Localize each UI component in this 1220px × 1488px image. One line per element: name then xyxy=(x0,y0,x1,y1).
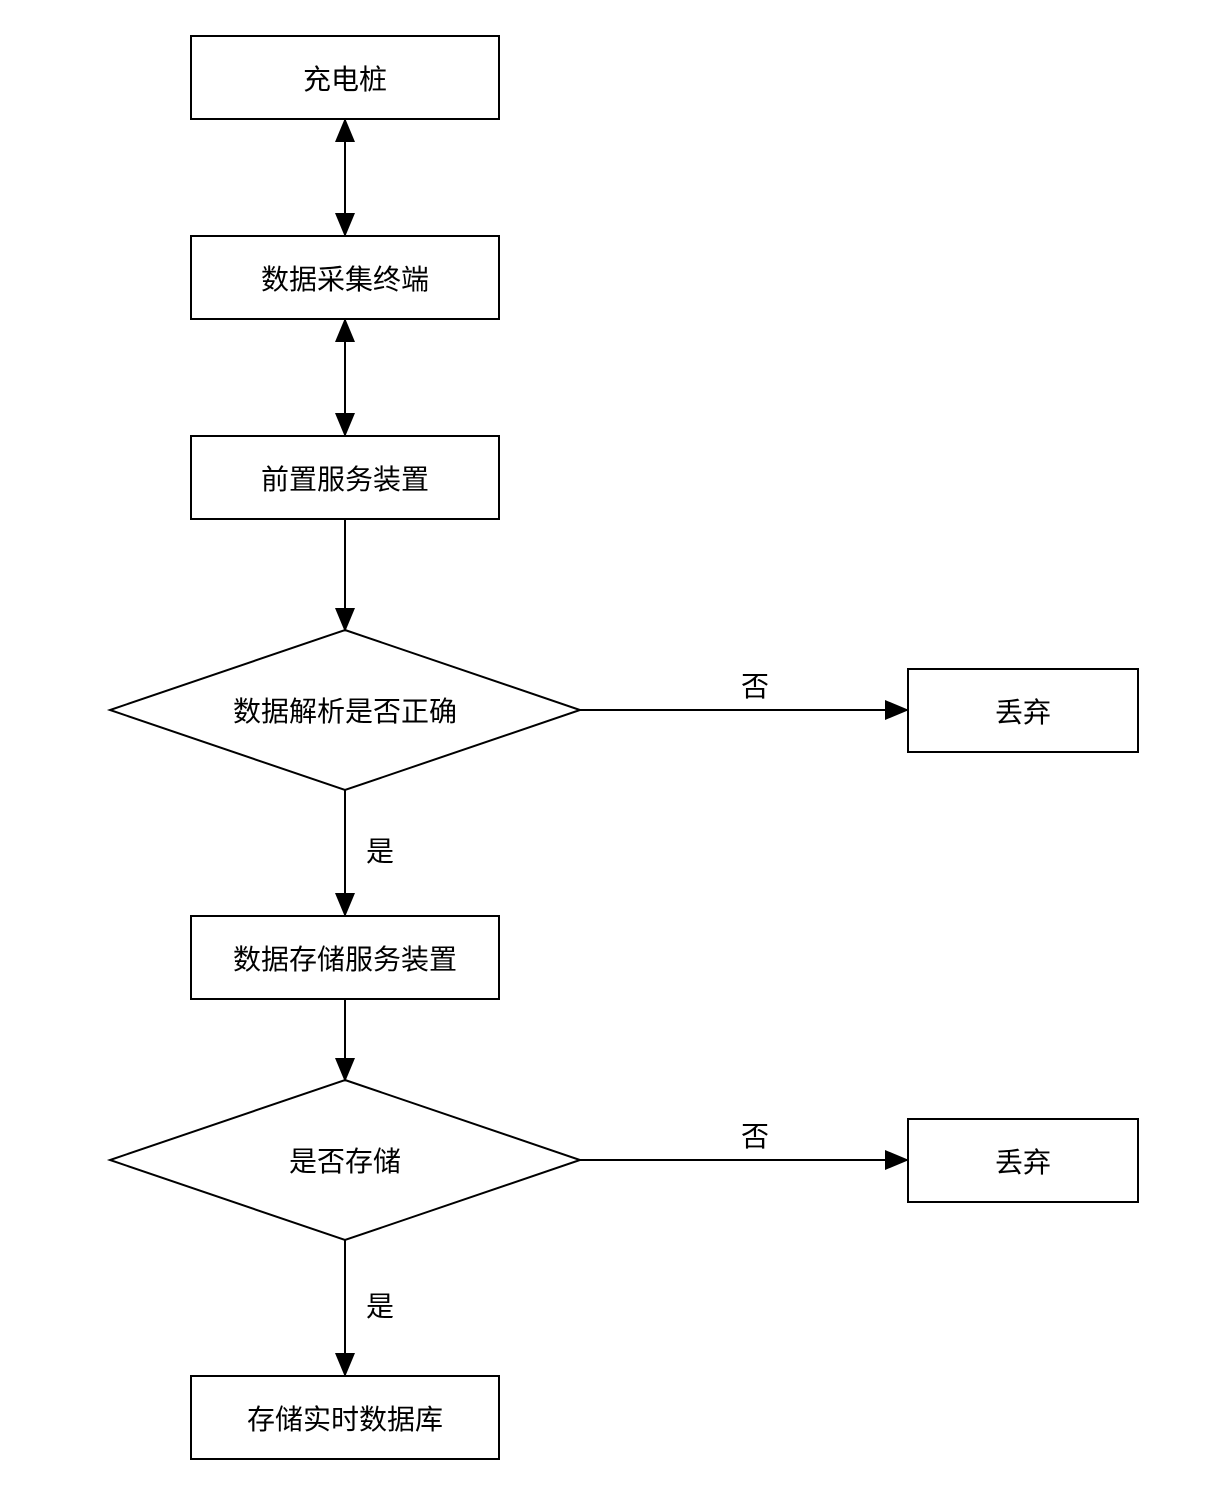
edge-label-yes-2: 是 xyxy=(350,1287,410,1323)
node-front-service: 前置服务装置 xyxy=(190,435,500,520)
node-label: 充电桩 xyxy=(303,58,387,98)
node-label: 存储实时数据库 xyxy=(247,1398,443,1438)
node-charging-pile: 充电桩 xyxy=(190,35,500,120)
edge-label: 是 xyxy=(366,1285,394,1325)
edge-label: 否 xyxy=(741,665,769,705)
node-label: 丢弃 xyxy=(995,691,1051,731)
decision-parse-correct: 数据解析是否正确 xyxy=(110,690,580,730)
node-data-terminal: 数据采集终端 xyxy=(190,235,500,320)
edge-label-no-2: 否 xyxy=(725,1117,785,1153)
node-label: 前置服务装置 xyxy=(261,458,429,498)
decision-should-store: 是否存储 xyxy=(110,1140,580,1180)
edge-label-yes-1: 是 xyxy=(350,832,410,868)
edge-label-no-1: 否 xyxy=(725,667,785,703)
node-discard-1: 丢弃 xyxy=(907,668,1139,753)
node-label: 数据解析是否正确 xyxy=(233,690,457,730)
edge-label: 是 xyxy=(366,830,394,870)
node-label: 数据采集终端 xyxy=(261,258,429,298)
node-discard-2: 丢弃 xyxy=(907,1118,1139,1203)
node-label: 是否存储 xyxy=(289,1140,401,1180)
node-storage-service: 数据存储服务装置 xyxy=(190,915,500,1000)
node-label: 数据存储服务装置 xyxy=(233,938,457,978)
node-label: 丢弃 xyxy=(995,1141,1051,1181)
edge-label: 否 xyxy=(741,1115,769,1155)
node-store-db: 存储实时数据库 xyxy=(190,1375,500,1460)
